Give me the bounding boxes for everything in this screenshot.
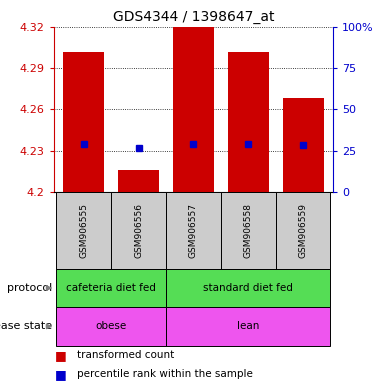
Text: obese: obese [95, 321, 127, 331]
Text: disease state: disease state [0, 321, 52, 331]
Text: lean: lean [237, 321, 259, 331]
Text: ■: ■ [55, 368, 66, 381]
Bar [111, 192, 166, 269]
Bar [221, 192, 276, 269]
Bar [56, 307, 166, 346]
Bar [56, 192, 111, 269]
Bar [166, 307, 331, 346]
Bar [166, 192, 221, 269]
Text: GSM906557: GSM906557 [189, 203, 198, 258]
Text: GSM906558: GSM906558 [244, 203, 253, 258]
Bar [173, 23, 214, 192]
Text: ■: ■ [55, 349, 66, 362]
Text: percentile rank within the sample: percentile rank within the sample [77, 369, 253, 379]
Text: standard diet fed: standard diet fed [203, 283, 293, 293]
Text: cafeteria diet fed: cafeteria diet fed [66, 283, 156, 293]
Bar [283, 98, 324, 192]
Text: protocol: protocol [7, 283, 52, 293]
Bar [118, 170, 159, 192]
Text: transformed count: transformed count [77, 350, 175, 360]
Bar [276, 192, 331, 269]
Bar [56, 269, 166, 307]
Bar [228, 52, 269, 192]
Bar [166, 269, 331, 307]
Text: GSM906555: GSM906555 [79, 203, 88, 258]
Text: GSM906556: GSM906556 [134, 203, 143, 258]
Title: GDS4344 / 1398647_at: GDS4344 / 1398647_at [113, 10, 274, 25]
Bar [63, 52, 104, 192]
Text: GSM906559: GSM906559 [299, 203, 308, 258]
